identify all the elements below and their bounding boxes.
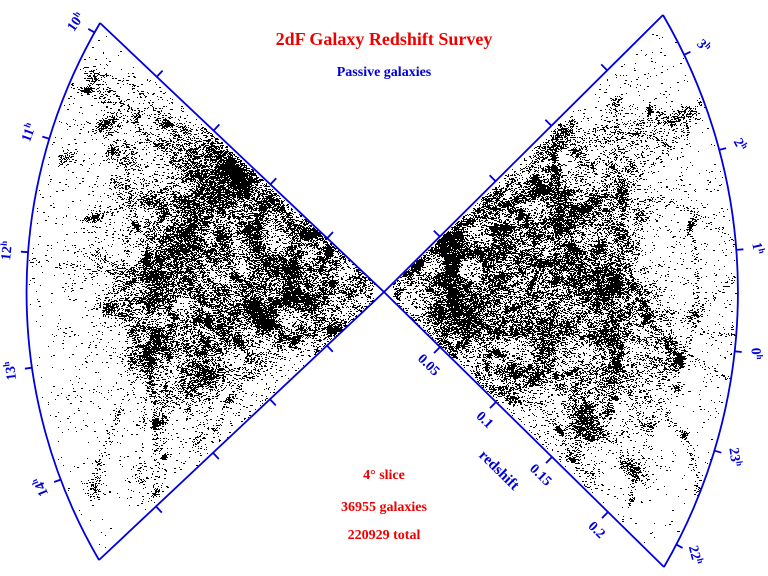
svg-text:Passive galaxies: Passive galaxies (337, 65, 432, 80)
svg-text:2dF Galaxy Redshift Survey: 2dF Galaxy Redshift Survey (276, 29, 493, 49)
svg-text:220929 total: 220929 total (348, 528, 421, 543)
svg-text:36955 galaxies: 36955 galaxies (341, 500, 427, 515)
svg-text:22h: 22h (685, 544, 706, 567)
svg-text:4° slice: 4° slice (363, 468, 405, 483)
